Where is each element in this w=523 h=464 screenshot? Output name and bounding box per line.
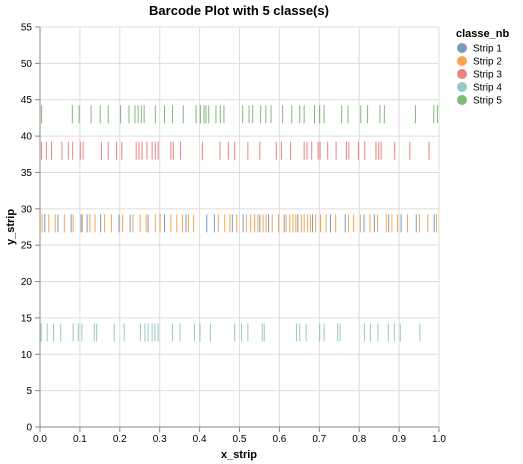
y-tick-label: 50 <box>21 59 33 70</box>
tick-marks <box>40 105 438 342</box>
y-tick-label: 55 <box>21 23 33 34</box>
y-tick-label: 0 <box>26 423 32 434</box>
x-tick-label: 1.0 <box>432 434 446 445</box>
y-tick-label: 5 <box>26 386 32 397</box>
x-tick-label: 0.1 <box>73 434 87 445</box>
legend-symbol <box>457 43 467 53</box>
y-tick-label: 25 <box>21 241 33 252</box>
y-tick-label: 20 <box>21 277 33 288</box>
legend-label: Strip 3 <box>473 70 502 81</box>
legend-label: Strip 2 <box>473 57 502 68</box>
x-tick-label: 0.4 <box>193 434 207 445</box>
x-tick-label: 0.6 <box>272 434 286 445</box>
y-tick-label: 45 <box>21 95 33 106</box>
x-tick-label: 0.3 <box>153 434 167 445</box>
legend-label: Strip 4 <box>473 83 502 94</box>
x-tick-label: 0.9 <box>392 434 406 445</box>
x-tick-label: 0.0 <box>33 434 47 445</box>
x-axis-title: x_strip <box>221 449 257 461</box>
y-tick-label: 10 <box>21 350 33 361</box>
y-tick-label: 40 <box>21 132 33 143</box>
legend-symbol <box>457 56 467 66</box>
y-tick-label: 30 <box>21 204 33 215</box>
y-tick-label: 15 <box>21 313 33 324</box>
legend-symbol <box>457 82 467 92</box>
chart-title: Barcode Plot with 5 classe(s) <box>149 3 329 18</box>
legend-symbol <box>457 95 467 105</box>
x-tick-label: 0.8 <box>352 434 366 445</box>
legend-label: Strip 1 <box>473 44 502 55</box>
x-tick-label: 0.2 <box>113 434 127 445</box>
legend: classe_nb Strip 1 Strip 2 Strip 3 Strip 4 St… <box>456 28 509 107</box>
legend-label: Strip 5 <box>473 96 502 107</box>
x-tick-label: 0.5 <box>233 434 247 445</box>
y-tick-label: 35 <box>21 168 33 179</box>
legend-title: classe_nb <box>456 28 509 40</box>
x-tick-label: 0.7 <box>312 434 326 445</box>
legend-symbol <box>457 69 467 79</box>
axes: 0.0 0.1 0.2 0.3 0.4 0.5 0.6 0.7 0.8 0.9 1.0 0 5 10 15 2… <box>21 23 447 446</box>
y-axis-title: y_strip <box>5 209 17 245</box>
grid <box>39 26 440 428</box>
